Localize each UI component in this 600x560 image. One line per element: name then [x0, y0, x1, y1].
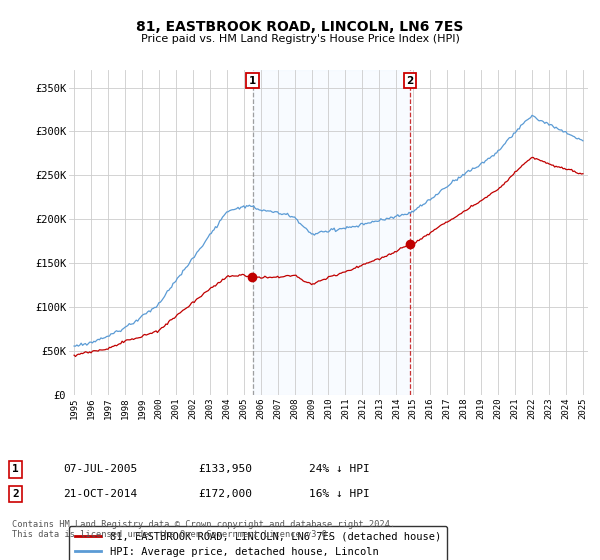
Text: 21-OCT-2014: 21-OCT-2014: [63, 489, 137, 499]
Text: Contains HM Land Registry data © Crown copyright and database right 2024.
This d: Contains HM Land Registry data © Crown c…: [12, 520, 395, 539]
Legend: 81, EASTBROOK ROAD, LINCOLN, LN6 7ES (detached house), HPI: Average price, detac: 81, EASTBROOK ROAD, LINCOLN, LN6 7ES (de…: [69, 526, 447, 560]
Text: 16% ↓ HPI: 16% ↓ HPI: [309, 489, 370, 499]
Text: 1: 1: [249, 76, 256, 86]
Bar: [253, 70, 410, 395]
Text: 2: 2: [406, 76, 413, 86]
Text: 1: 1: [12, 464, 19, 474]
Text: £172,000: £172,000: [198, 489, 252, 499]
Text: Price paid vs. HM Land Registry's House Price Index (HPI): Price paid vs. HM Land Registry's House …: [140, 34, 460, 44]
Text: £133,950: £133,950: [198, 464, 252, 474]
Text: 2: 2: [12, 489, 19, 499]
Text: 81, EASTBROOK ROAD, LINCOLN, LN6 7ES: 81, EASTBROOK ROAD, LINCOLN, LN6 7ES: [136, 20, 464, 34]
Text: 24% ↓ HPI: 24% ↓ HPI: [309, 464, 370, 474]
Text: 07-JUL-2005: 07-JUL-2005: [63, 464, 137, 474]
